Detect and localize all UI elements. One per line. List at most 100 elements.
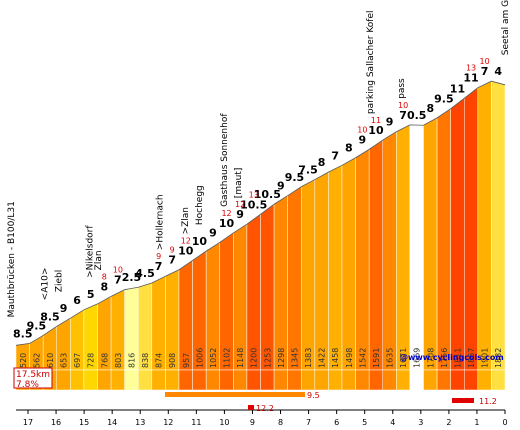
distance-tick-label: 7 (306, 418, 311, 427)
segment-altitude-label: 1811 (453, 348, 462, 368)
segment-altitude-label: 610 (46, 353, 55, 368)
segment-gradient-label: 8.5 (13, 327, 33, 340)
distance-tick-label: 2 (446, 418, 451, 427)
place-label: Zlan (94, 250, 104, 270)
place-label: Mauthbrücken - B100/L31 (7, 201, 17, 317)
segment-gradient-label: 11 (450, 82, 465, 95)
altitude-strip-cell (83, 369, 98, 391)
profile-segment (328, 164, 343, 371)
altitude-strip-cell (396, 369, 411, 391)
altitude-strip-cell (273, 369, 288, 391)
segment-gradient-label: 4 (494, 65, 502, 78)
segment-gradient-label: 7 (155, 260, 163, 273)
altitude-strip-cell (124, 369, 139, 391)
altitude-strip-cell (260, 369, 275, 391)
altitude-strip-cell (409, 369, 424, 391)
segment-gradient-label: 11 (463, 72, 478, 85)
altitude-strip-cell (436, 369, 451, 391)
max-gradient-label: 10 (480, 57, 490, 66)
profile-segments (15, 80, 506, 391)
max-gradient-label: 10 (398, 101, 408, 110)
profile-segment (246, 213, 261, 371)
segment-gradient-label: 4.5 (135, 267, 155, 280)
distance-tick-label: 4 (390, 418, 395, 427)
segment-altitude-label: 728 (87, 353, 96, 368)
profile-segment (450, 97, 465, 371)
altitude-strip-cell (287, 369, 302, 391)
profile-segment (491, 80, 506, 371)
altitude-strip-cell (165, 369, 180, 391)
altitude-strip-cell (151, 369, 166, 391)
profile-segment (382, 131, 397, 371)
place-label: >Zlan (181, 207, 191, 234)
max-gradient-label: 11 (371, 116, 381, 125)
segment-gradient-label: 7 (168, 254, 176, 267)
segment-gradient-label: 9 (277, 180, 285, 193)
segment-altitude-label: 1298 (277, 348, 286, 368)
segment-altitude-label: 1102 (223, 348, 232, 368)
max-gradient-bar-label: 11.2 (479, 397, 497, 406)
segment-altitude-label: 1458 (331, 348, 340, 368)
max-gradient-label: 10 (113, 266, 123, 275)
distance-tick-label: 6 (334, 418, 339, 427)
segment-gradient-label: 8 (426, 102, 434, 115)
profile-segment (409, 124, 424, 371)
segment-gradient-label: 9 (386, 116, 394, 129)
distance-tick-label: 5 (362, 418, 367, 427)
altitude-strip-cell (314, 369, 329, 391)
profile-segment (477, 80, 492, 371)
segment-altitude-label: 1052 (209, 348, 218, 368)
segment-gradient-label: 7 (114, 274, 122, 287)
distance-tick-label: 1 (474, 418, 479, 427)
segment-gradient-label: 2.5 (122, 271, 142, 284)
segment-altitude-label: 1635 (386, 348, 395, 368)
max-gradient-label: 9 (170, 246, 175, 255)
segment-altitude-label: 1591 (372, 348, 381, 368)
segment-altitude-label: 1671 (399, 348, 408, 368)
altitude-strip-cell (368, 369, 383, 391)
distance-tick-label: 0 (502, 418, 507, 427)
segment-altitude-label: 653 (60, 353, 69, 368)
segment-altitude-label: 1867 (467, 348, 476, 368)
segment-altitude-label: 520 (19, 353, 28, 368)
segment-altitude-label: 1383 (304, 348, 313, 368)
altitude-strip-cell (341, 369, 356, 391)
segment-gradient-label: 9.5 (434, 93, 454, 106)
max-gradient-label: 13 (249, 190, 259, 199)
segment-gradient-label: 7 (481, 65, 489, 78)
segment-altitude-label: 1006 (195, 348, 204, 368)
profile-segment (464, 87, 479, 371)
summary-box (13, 367, 53, 389)
altitude-strip-cell (178, 369, 193, 391)
distance-tick-label: 16 (51, 418, 61, 427)
altitude-strip-cell (477, 369, 492, 391)
segment-gradient-label: 0.5 (407, 109, 427, 122)
profile-segment (368, 139, 383, 371)
segment-altitude-label: 1669 (413, 348, 422, 368)
profile-segment (341, 157, 356, 371)
max-gradient-bar-label: 12.2 (256, 404, 274, 413)
distance-tick-label: 8 (278, 418, 283, 427)
segment-gradient-label: 10 (178, 244, 194, 257)
segment-gradient-label: 9.5 (285, 171, 305, 184)
profile-segment (260, 203, 275, 371)
profile-segment (314, 171, 329, 371)
max-gradient-label: 12 (181, 236, 191, 245)
distance-tick-label: 10 (219, 418, 229, 427)
distance-tick-label: 11 (191, 418, 201, 427)
distance-tick-label: 15 (79, 418, 89, 427)
altitude-strip-cell (138, 369, 153, 391)
place-label: Gasthaus Sonnenhof (220, 113, 230, 207)
segment-altitude-label: 1422 (318, 348, 327, 368)
place-label: Ziebl (55, 270, 65, 292)
altitude-strip-cell (70, 369, 85, 391)
segment-altitude-label: 1882 (494, 348, 503, 368)
segment-gradient-label: 9 (60, 302, 68, 315)
credit-text: @www.cyclingcols.com (400, 353, 504, 362)
max-gradient-label: 12 (221, 209, 231, 218)
segment-altitude-label: 1498 (345, 348, 354, 368)
segment-gradient-label: 8 (100, 280, 108, 293)
segment-gradient-label: 5 (87, 288, 95, 301)
altitude-strip-cell (301, 369, 316, 391)
